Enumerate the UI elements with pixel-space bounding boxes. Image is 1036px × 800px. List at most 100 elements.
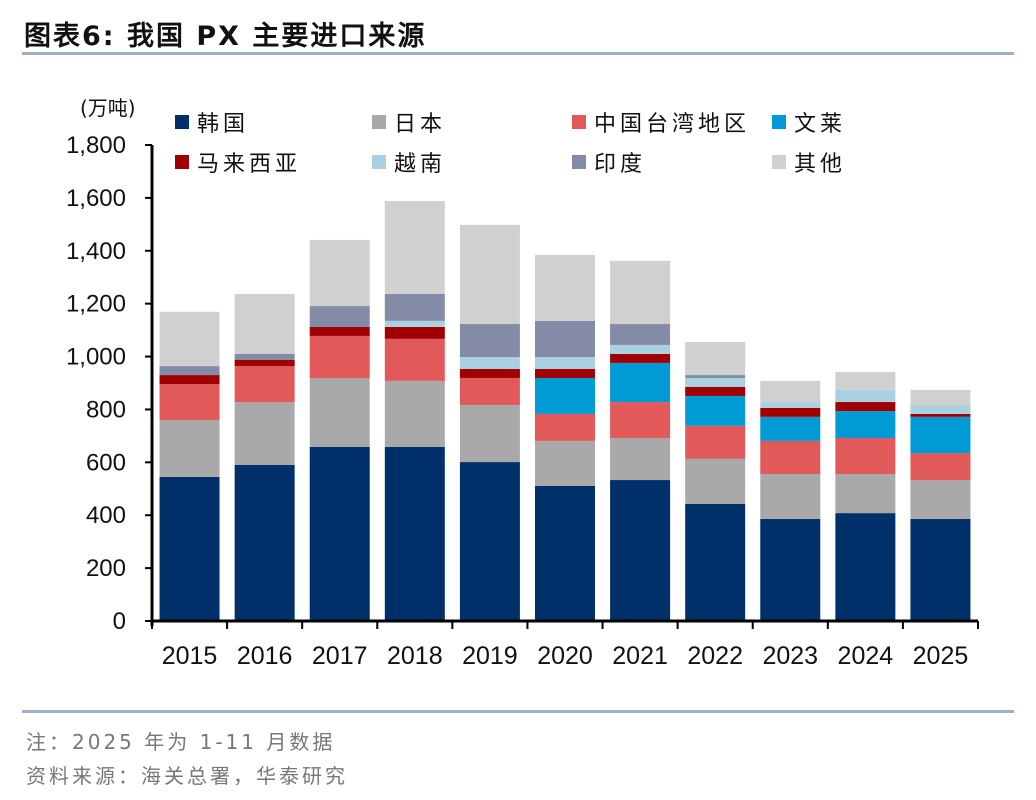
bar-segment: [234, 464, 295, 621]
bar-segment: [760, 473, 821, 519]
y-tick-label: 600: [86, 449, 126, 476]
bar-segment: [685, 503, 746, 621]
bar-segment: [610, 362, 671, 403]
bar-segment: [309, 335, 370, 378]
bar-segment: [685, 386, 746, 396]
x-tick-label: 2023: [762, 642, 818, 670]
legend-item: 越南: [372, 146, 446, 178]
legend-swatch: [372, 115, 386, 129]
bar-segment: [760, 402, 821, 408]
bar-segment: [459, 324, 520, 358]
bar-segment: [159, 476, 220, 621]
legend-swatch: [572, 115, 586, 129]
x-tick-label: 2015: [162, 642, 218, 670]
bar-segment: [760, 440, 821, 474]
bar-segment: [535, 377, 595, 414]
y-tick-label: 0: [113, 608, 126, 635]
legend-swatch: [572, 155, 586, 169]
bar-segment: [910, 389, 971, 405]
source-note: 资料来源：海关总署，华泰研究: [26, 764, 348, 788]
bar-segment: [459, 224, 520, 325]
bar-segment: [459, 404, 520, 463]
bar-segment: [910, 404, 971, 414]
stacked-bar-chart: 0 200 400 600 800 1,000 1,200 1,400 1,600 1,800 20…: [66, 132, 979, 670]
legend-label: 日本: [394, 112, 447, 137]
bar-segment: [234, 353, 295, 360]
bar-segment: [685, 377, 746, 387]
x-tick-label: 2021: [612, 642, 668, 670]
bar-segment: [309, 306, 370, 327]
bar-segment: [610, 324, 671, 345]
bar-segment: [610, 344, 671, 354]
bar-segment: [910, 413, 971, 417]
bar-segment: [234, 293, 295, 354]
bar-segment: [760, 407, 821, 417]
legend-swatch: [372, 155, 386, 169]
bar-segment: [760, 416, 821, 441]
bar-segment: [384, 446, 445, 621]
bar-segment: [459, 368, 520, 378]
bar-segment: [835, 371, 896, 390]
bar-segment: [384, 201, 445, 294]
bar-segment: [910, 453, 971, 481]
bar-segment: [234, 402, 295, 465]
bar-segment: [610, 260, 671, 325]
bar-segment: [384, 380, 445, 447]
bar-segment: [459, 462, 520, 621]
bar-segment: [910, 480, 971, 519]
bar-segment: [384, 320, 445, 327]
bar-segment: [459, 377, 520, 405]
x-tick-label: 2022: [687, 642, 743, 670]
bar-segment: [234, 366, 295, 403]
bar-segment: [159, 375, 220, 385]
title-divider: [22, 52, 1014, 55]
x-tick-label: 2018: [387, 642, 443, 670]
bar-segment: [760, 518, 821, 621]
bar-segment: [159, 384, 220, 421]
x-tick-label: 2025: [913, 642, 969, 670]
bar-segment: [835, 402, 896, 412]
bar-segment: [610, 480, 671, 621]
legend-swatch: [772, 155, 786, 169]
bar-segment: [610, 438, 671, 481]
bar-segment: [535, 320, 595, 358]
bar-segment: [535, 440, 595, 486]
bar-segment: [535, 357, 595, 369]
bar-segment: [459, 357, 520, 369]
y-tick-label: 1,200: [66, 291, 126, 318]
legend-label: 马来西亚: [197, 152, 302, 177]
x-tick-label: 2020: [537, 642, 593, 670]
bar-segment: [610, 402, 671, 439]
footnote: 注：2025 年为 1-11 月数据: [26, 730, 336, 754]
bar-segment: [535, 368, 595, 378]
bar-segment: [159, 366, 220, 376]
bar-segment: [685, 342, 746, 376]
y-tick-label: 1,600: [66, 185, 126, 212]
bar-segment: [234, 359, 295, 367]
bar-segment: [384, 293, 445, 321]
bar-segment: [610, 353, 671, 363]
legend-item: 文莱: [772, 106, 846, 138]
legend-label: 文莱: [794, 112, 847, 137]
bar-segment: [384, 338, 445, 381]
bar-segment: [685, 395, 746, 426]
bar-segment: [309, 446, 370, 621]
legend-label: 印度: [594, 152, 647, 177]
y-tick-label: 400: [86, 502, 126, 529]
legend-label: 越南: [394, 152, 447, 177]
bar-segment: [835, 389, 896, 403]
legend-label: 韩国: [197, 112, 250, 137]
legend-item: 其他: [772, 146, 846, 178]
bar-segment: [835, 411, 896, 439]
legend-swatch: [772, 115, 786, 129]
legend-item: 中国台湾地区: [572, 106, 750, 138]
bar-segment: [309, 239, 370, 307]
bar-segment: [685, 425, 746, 459]
chart-title: 图表6: 我国 PX 主要进口来源: [24, 21, 427, 52]
legend-swatch: [175, 115, 189, 129]
bar-segment: [835, 473, 896, 514]
bar-segment: [685, 375, 746, 378]
bar-segment: [535, 255, 595, 321]
legend-swatch: [175, 155, 189, 169]
y-tick-label: 800: [86, 396, 126, 423]
